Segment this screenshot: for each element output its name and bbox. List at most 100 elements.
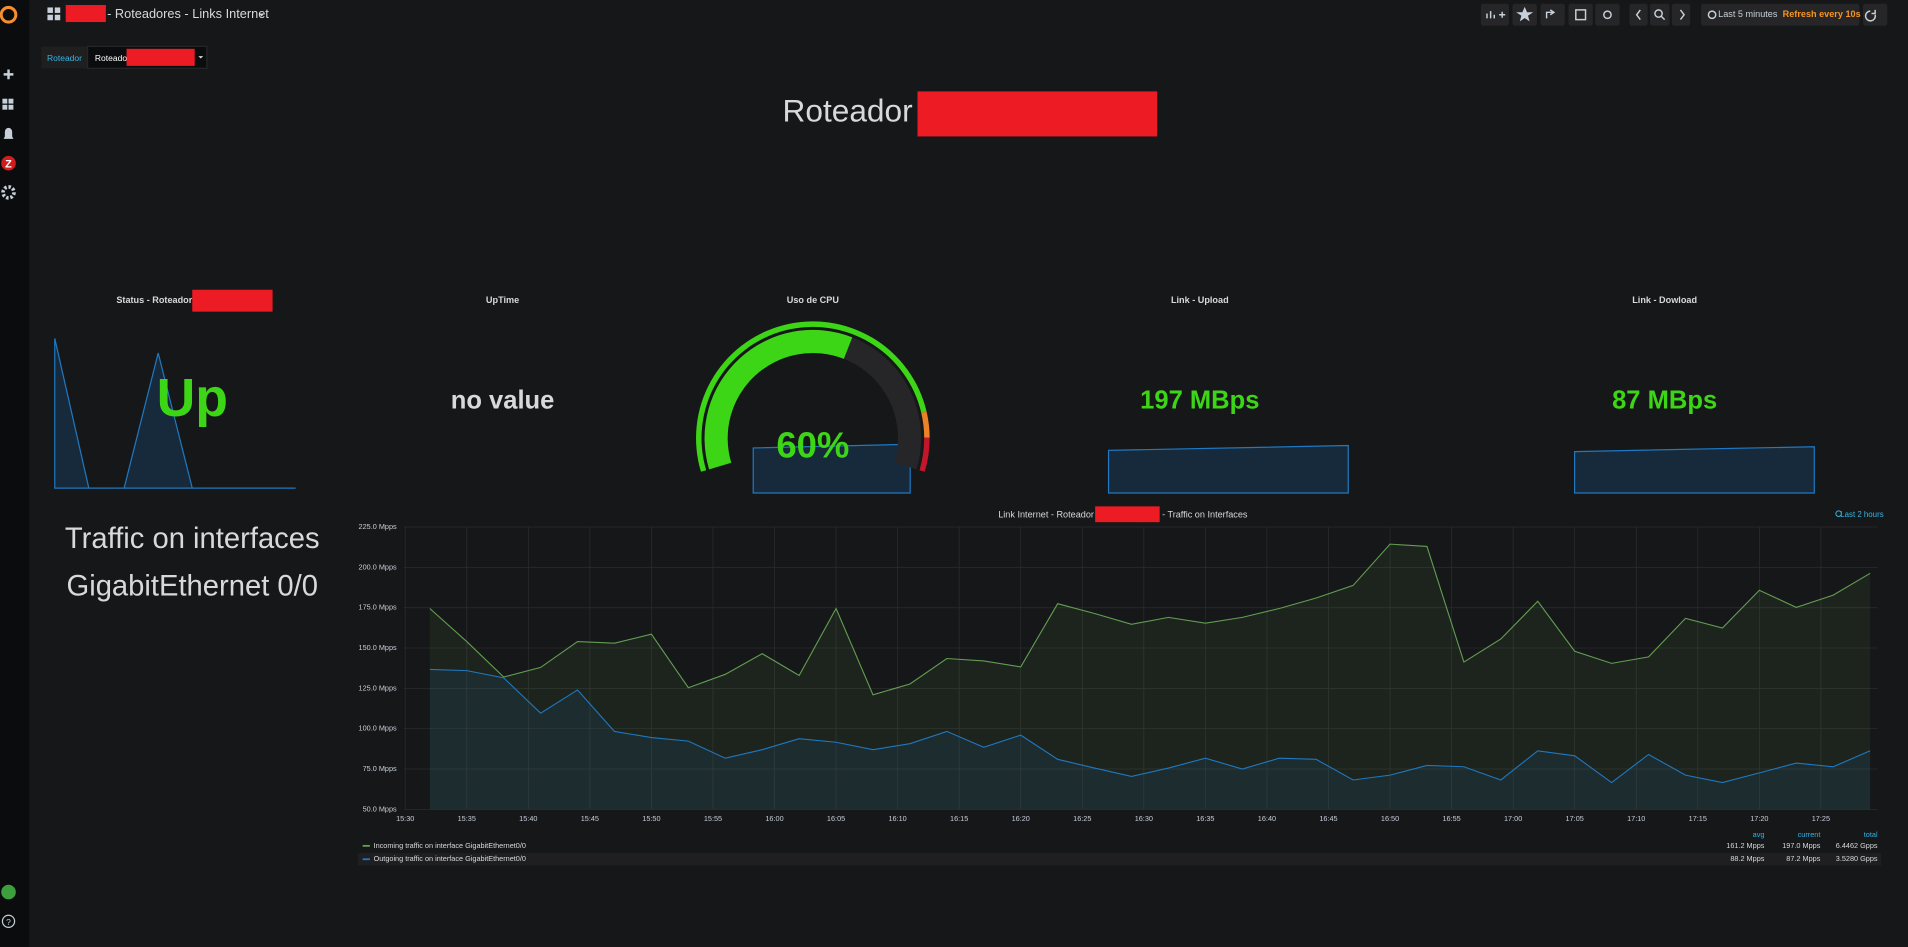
graph-title: Link Internet - Roteador — [998, 509, 1094, 519]
zabbix-letter: Z — [5, 158, 12, 170]
gauge-threshold — [919, 437, 930, 472]
redaction — [917, 91, 1158, 137]
x-tick-label: 17:20 — [1750, 814, 1768, 823]
x-tick-label: 17:10 — [1627, 814, 1645, 823]
gauge — [696, 321, 930, 472]
y-tick-label: 75.0 Mpps — [363, 764, 397, 773]
dashboard-icon[interactable] — [47, 7, 61, 21]
redaction — [1095, 506, 1160, 523]
y-tick-label: 50.0 Mpps — [363, 804, 397, 813]
series-area — [429, 544, 1871, 810]
gauge-value-arc — [704, 329, 853, 470]
legend-column-header: avg — [1753, 830, 1765, 839]
x-tick-label: 15:35 — [458, 814, 476, 823]
stat-value: no value — [451, 386, 555, 414]
x-tick-label: 17:00 — [1504, 814, 1522, 823]
x-tick-label: 16:20 — [1012, 814, 1030, 823]
title-caret — [259, 13, 265, 17]
series-line — [429, 543, 1871, 696]
help-icon[interactable] — [1, 914, 16, 928]
x-tick-label: 16:10 — [888, 814, 906, 823]
x-tick-label: 16:50 — [1381, 814, 1399, 823]
time-info: Last 2 hours — [1840, 510, 1883, 519]
variable-label-box — [41, 46, 88, 69]
x-tick-label: 16:40 — [1258, 814, 1276, 823]
panel-title: Link - Upload — [1171, 295, 1229, 305]
sparkline — [54, 338, 296, 489]
legend-value: 197.0 Mpps — [1782, 841, 1820, 850]
x-tick-label: 16:45 — [1319, 814, 1337, 823]
sparkline — [1107, 444, 1349, 494]
graph: 50.0 Mpps 75.0 Mpps 100.0 Mpps 125.0 Mpps 15… — [357, 522, 1882, 866]
stat-value: Up — [157, 369, 228, 428]
legend-value: 161.2 Mpps — [1726, 841, 1764, 850]
config-icon[interactable] — [1, 185, 16, 200]
legend-column-header: total — [1864, 830, 1878, 839]
stat-value: 197 MBps — [1140, 386, 1259, 414]
legend-value: 6.4462 Gpps — [1836, 841, 1878, 850]
refresh-interval[interactable]: Refresh every 10s — [1783, 9, 1861, 19]
y-tick-label: 125.0 Mpps — [359, 683, 397, 692]
title-panel-text: Roteador — [783, 93, 913, 129]
y-tick-label: 200.0 Mpps — [359, 562, 397, 571]
redaction — [65, 5, 106, 23]
x-tick-label: 15:40 — [519, 814, 537, 823]
sparkline — [1573, 446, 1815, 494]
dashboards-icon[interactable] — [2, 98, 14, 110]
gauge-value: 60% — [776, 425, 849, 466]
x-tick-label: 17:15 — [1689, 814, 1707, 823]
y-tick-label: 100.0 Mpps — [359, 724, 397, 733]
panel-title: UpTime — [486, 295, 519, 305]
help-mark: ? — [6, 917, 11, 927]
text-panel-line: GigabitEthernet 0/0 — [67, 571, 319, 603]
graph-title-suffix: - Traffic on Interfaces — [1162, 509, 1248, 519]
x-tick-label: 15:50 — [642, 814, 660, 823]
variable-value[interactable]: Roteado — [95, 53, 127, 63]
legend-value: 88.2 Mpps — [1730, 854, 1764, 863]
sparkline — [752, 443, 911, 494]
x-tick-label: 16:15 — [950, 814, 968, 823]
gauge-threshold — [921, 411, 930, 438]
x-tick-label: 16:30 — [1135, 814, 1153, 823]
text-panel-line: Traffic on interfaces — [65, 523, 320, 555]
sidebar — [0, 0, 30, 947]
legend-column-header: current — [1798, 830, 1821, 839]
create-icon[interactable] — [3, 69, 14, 80]
x-tick-label: 15:45 — [581, 814, 599, 823]
panel-title: Uso de CPU — [787, 295, 840, 305]
series-area — [429, 669, 1871, 810]
redaction — [192, 289, 273, 312]
grafana-logo[interactable] — [0, 5, 18, 24]
zabbix-icon[interactable] — [1, 155, 16, 171]
panel-title: Status - Roteador — [116, 295, 192, 305]
legend-value: 87.2 Mpps — [1786, 854, 1820, 863]
variable-label: Roteador — [47, 53, 82, 63]
alerting-icon[interactable] — [3, 127, 14, 139]
dashboard-title[interactable]: - Roteadores - Links Internet — [107, 6, 269, 21]
user-avatar[interactable] — [1, 884, 16, 900]
x-tick-label: 16:25 — [1073, 814, 1091, 823]
y-tick-label: 150.0 Mpps — [359, 643, 397, 652]
x-tick-label: 17:25 — [1812, 814, 1830, 823]
x-tick-label: 15:55 — [704, 814, 722, 823]
time-range[interactable]: Last 5 minutes — [1718, 9, 1778, 19]
series-line — [429, 668, 1871, 784]
x-tick-label: 16:05 — [827, 814, 845, 823]
y-tick-label: 225.0 Mpps — [359, 522, 397, 531]
x-tick-label: 15:30 — [396, 814, 414, 823]
x-tick-label: 16:35 — [1196, 814, 1214, 823]
time-info-icon — [1835, 510, 1842, 517]
legend-value: 3.5280 Gpps — [1836, 854, 1878, 863]
legend-row-bg — [357, 853, 1882, 866]
redaction — [126, 48, 195, 66]
legend-name: Incoming traffic on interface GigabitEth… — [374, 841, 526, 850]
y-tick-label: 175.0 Mpps — [359, 603, 397, 612]
stat-value: 87 MBps — [1612, 386, 1717, 414]
x-tick-label: 17:05 — [1566, 814, 1584, 823]
legend-name: Outgoing traffic on interface GigabitEth… — [374, 854, 526, 863]
toolbar-icons — [1486, 6, 1877, 22]
x-tick-label: 16:55 — [1442, 814, 1460, 823]
